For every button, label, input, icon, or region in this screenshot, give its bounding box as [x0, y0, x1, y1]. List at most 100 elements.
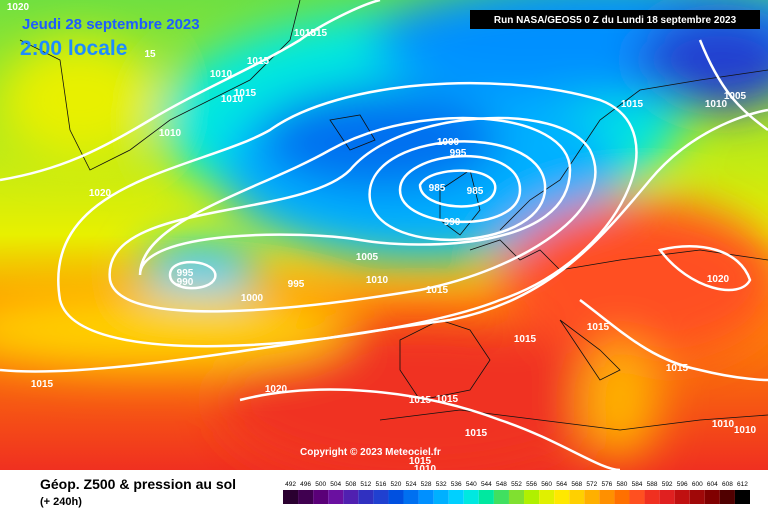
isobar-label: 990: [444, 217, 461, 228]
scale-label: 576: [601, 481, 612, 488]
isobar-label: 1015: [514, 334, 537, 345]
footer-title: Géop. Z500 & pression au sol: [40, 476, 236, 492]
scale-label: 596: [677, 481, 688, 488]
color-scale: 492 496 500 504 508 512 516 520 524 528 532 536 540 5…: [283, 481, 750, 504]
time: 2:00 locale: [20, 37, 127, 60]
scale-label: 600: [692, 481, 703, 488]
scale-label: 556: [526, 481, 537, 488]
scale-swatch: [659, 490, 675, 504]
isobar-label: 1015: [465, 428, 488, 439]
scale-label: 560: [541, 481, 552, 488]
isobar-label: 1010: [210, 69, 233, 80]
isobar-label: 1020: [265, 384, 288, 395]
scale-swatch: [524, 490, 540, 504]
isobar-label: 1010: [159, 128, 182, 139]
isobar-label: 1000: [437, 137, 460, 148]
isobar-label: 1015: [436, 394, 459, 405]
isobar-label: 985: [467, 186, 484, 197]
scale-swatch: [433, 490, 449, 504]
scale-label: 512: [360, 481, 371, 488]
scale-label: 552: [511, 481, 522, 488]
isobar-label: 1015: [666, 363, 689, 374]
isobar-label: 1005: [356, 252, 379, 263]
scale-swatch: [448, 490, 464, 504]
scale-swatch: [584, 490, 600, 504]
isobar-label: 1015: [621, 99, 644, 110]
scale-label: 516: [375, 481, 386, 488]
isobar-label: 1015: [305, 28, 328, 39]
scale-swatch: [388, 490, 404, 504]
isobar-label: 1015: [247, 56, 270, 67]
scale-swatch: [358, 490, 374, 504]
scale-swatch: [373, 490, 389, 504]
scale-label: 508: [345, 481, 356, 488]
date: Jeudi 28 septembre 2023: [22, 16, 200, 33]
isobar-label: 1015: [31, 379, 54, 390]
scale-swatch: [614, 490, 630, 504]
isobar-label: 1015: [294, 28, 317, 39]
isobar-label: 1010: [705, 99, 728, 110]
isobar-label: 1020: [707, 274, 730, 285]
isobar-label: 1015: [234, 88, 257, 99]
run-info: Run NASA/GEOS5 0 Z du Lundi 18 septembre…: [494, 15, 737, 26]
scale-swatch: [704, 490, 720, 504]
scale-label: 604: [707, 481, 718, 488]
footer-subtitle: (+ 240h): [40, 496, 82, 508]
scale-label: 568: [571, 481, 582, 488]
scale-label: 584: [632, 481, 643, 488]
isobar-label: 1005: [724, 91, 747, 102]
isobar-label: 995: [450, 148, 467, 159]
scale-swatch: [313, 490, 329, 504]
isobar-label: 1010: [734, 425, 757, 436]
copyright: Copyright © 2023 Meteociel.fr: [300, 447, 441, 458]
isobar-label: 985: [429, 183, 446, 194]
scale-label: 528: [421, 481, 432, 488]
scale-swatch: [418, 490, 434, 504]
isobar-label: 1015: [409, 456, 432, 467]
scale-label: 532: [436, 481, 447, 488]
isobar-label: 995: [177, 268, 194, 279]
scale-swatch: [629, 490, 645, 504]
isobar-label: 1010: [221, 94, 244, 105]
scale-swatch: [283, 490, 299, 504]
scale-label: 524: [406, 481, 417, 488]
field: 1020151015101510151010101510101010102010…: [0, 0, 768, 475]
isobar-label: 990: [177, 277, 194, 288]
isobar-label: 1010: [414, 464, 437, 475]
scale-swatch: [539, 490, 555, 504]
scale-swatch: [478, 490, 494, 504]
scale-swatch: [674, 490, 690, 504]
scale-swatch: [569, 490, 585, 504]
scale-label: 612: [737, 481, 748, 488]
scale-swatch: [689, 490, 705, 504]
scale-label: 592: [662, 481, 673, 488]
scale-swatch: [734, 490, 750, 504]
scale-label: 500: [315, 481, 326, 488]
isobar-label: 1015: [426, 285, 449, 296]
isobar-label: 1010: [712, 419, 735, 430]
scale-label: 544: [481, 481, 492, 488]
scale-label: 608: [722, 481, 733, 488]
scale-swatch: [328, 490, 344, 504]
scale-swatch: [298, 490, 314, 504]
isobar-label: 1015: [409, 395, 432, 406]
isobar-label: 1010: [366, 275, 389, 286]
scale-swatch: [599, 490, 615, 504]
scale-swatch: [493, 490, 509, 504]
isobar-label: 15: [144, 49, 156, 60]
scale-swatch: [644, 490, 660, 504]
scale-swatch: [403, 490, 419, 504]
scale-label: 492: [285, 481, 296, 488]
scale-swatch: [463, 490, 479, 504]
isobars: [0, 0, 768, 470]
isobar-label: 1000: [241, 293, 264, 304]
scale-swatch: [554, 490, 570, 504]
scale-label: 520: [391, 481, 402, 488]
isobar-label: 1020: [89, 188, 112, 199]
scale-label: 548: [496, 481, 507, 488]
scale-swatch: [343, 490, 359, 504]
scale-label: 580: [617, 481, 628, 488]
scale-label: 536: [451, 481, 462, 488]
scale-swatch: [508, 490, 525, 504]
